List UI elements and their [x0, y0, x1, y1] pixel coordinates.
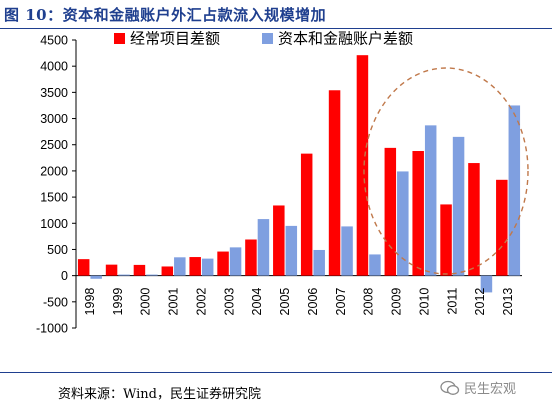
y-tick-label: 3500: [40, 86, 68, 100]
x-tick-label: 2000: [139, 288, 153, 316]
bar-capital-account: [508, 105, 521, 276]
bar-current-account: [384, 147, 397, 276]
y-tick-label: 2000: [40, 164, 68, 178]
x-tick-label: 1998: [83, 288, 97, 316]
y-tick-label: 3000: [40, 112, 68, 126]
legend-swatch-current: [114, 33, 125, 44]
bar-capital-account: [174, 257, 186, 276]
bar-capital-account: [452, 136, 465, 276]
bar-capital-account: [341, 226, 353, 276]
bar-capital-account: [201, 258, 214, 276]
bar-current-account: [105, 264, 118, 276]
x-tick-label: 2009: [390, 288, 404, 316]
bar-capital-account: [257, 219, 270, 276]
wechat-icon: [440, 380, 460, 395]
bar-capital-account: [424, 125, 437, 276]
y-tick-label: 1500: [40, 191, 68, 205]
bar-capital-account: [397, 171, 409, 276]
bar-capital-account: [369, 254, 381, 276]
bar-current-account: [356, 55, 369, 276]
bar-current-account: [468, 163, 480, 276]
x-tick-label: 1999: [111, 288, 125, 316]
bar-current-account: [161, 266, 174, 276]
y-tick-label: 1000: [40, 217, 68, 231]
y-tick-label: 4000: [40, 60, 68, 74]
x-tick-label: 2002: [194, 288, 208, 316]
bar-capital-account: [480, 275, 493, 293]
x-tick-label: 2008: [362, 288, 376, 316]
x-tick-label: 2005: [278, 288, 292, 316]
bar-current-account: [496, 179, 508, 276]
x-tick-label: 2007: [334, 288, 348, 316]
bar-current-account: [245, 239, 257, 276]
x-tick-label: 2006: [306, 288, 320, 316]
bottom-rule: [0, 372, 552, 373]
bar-capital-account: [285, 225, 298, 276]
bar-current-account: [217, 251, 229, 276]
bar-capital-account: [118, 274, 130, 276]
bar-current-account: [77, 259, 90, 276]
x-tick-label: 2004: [250, 288, 264, 316]
bar-current-account: [328, 90, 341, 276]
x-tick-label: 2012: [473, 288, 487, 316]
bar-capital-account: [313, 249, 325, 276]
bar-current-account: [189, 257, 201, 276]
y-tick-label: 0: [61, 269, 68, 283]
legend-swatch-capital: [262, 33, 273, 44]
legend-label-capital: 资本和金融账户差额: [278, 30, 413, 48]
y-tick-label: 500: [47, 243, 68, 257]
bar-capital-account: [229, 247, 242, 276]
watermark: 民生宏观: [440, 378, 516, 397]
legend-label-current: 经常项目差额: [130, 30, 220, 48]
bar-current-account: [300, 153, 313, 276]
x-tick-label: 2001: [167, 288, 181, 316]
x-tick-label: 2013: [501, 288, 515, 316]
bar-current-account: [273, 205, 285, 276]
y-tick-label: -1000: [36, 322, 68, 336]
title-bar: 图 10：资本和金融账户外汇占款流入规模增加: [0, 0, 552, 29]
source-note: 资料来源：Wind，民生证券研究院: [58, 387, 261, 402]
x-tick-label: 2010: [417, 288, 431, 316]
bar-current-account: [133, 264, 146, 276]
watermark-text: 民生宏观: [464, 382, 517, 397]
chart-title: 图 10：资本和金融账户外汇占款流入规模增加: [4, 6, 327, 24]
y-tick-label: 4500: [40, 34, 68, 48]
y-tick-label: -500: [43, 295, 68, 309]
x-tick-label: 2003: [222, 288, 236, 316]
bar-current-account: [440, 204, 452, 276]
bar-current-account: [412, 151, 424, 276]
x-tick-label: 2011: [445, 288, 459, 315]
bar-capital-account: [146, 274, 158, 276]
bar-capital-account: [90, 275, 102, 279]
bar-chart: -1000 -500 0 500 1000 1500 2000 2500 3000 3500 400…: [36, 30, 529, 336]
y-tick-label: 2500: [40, 138, 68, 152]
highlight-ellipse: [363, 67, 529, 275]
